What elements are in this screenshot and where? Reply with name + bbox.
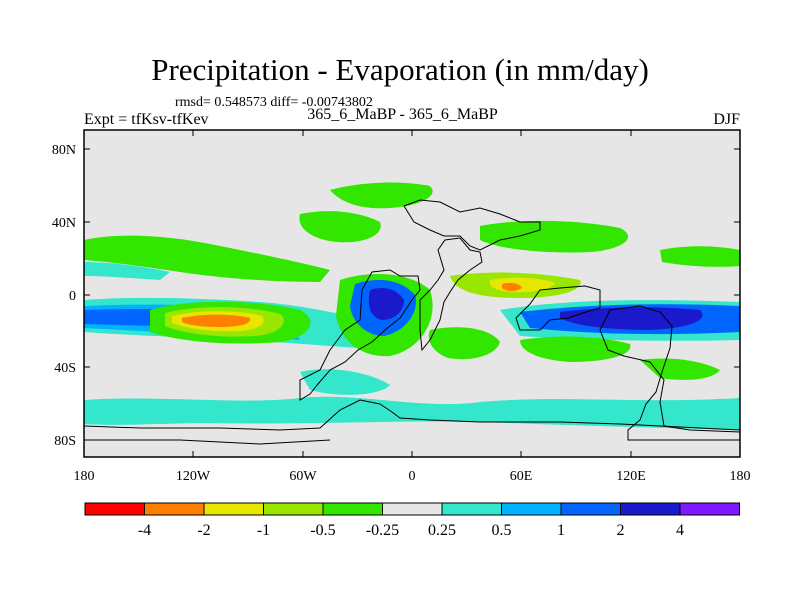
x-tick-label: 60E xyxy=(510,469,533,484)
colorbar-box-8 xyxy=(501,502,562,516)
contour-orange-pacific xyxy=(182,314,251,327)
colorbar-label: 0.5 xyxy=(492,522,512,539)
coastline-africa xyxy=(419,237,483,352)
y-tick-label: 40S xyxy=(54,361,76,376)
x-axis-ticks xyxy=(83,130,741,457)
colorbar xyxy=(84,502,740,516)
contour-green-north-east xyxy=(660,246,740,267)
contour-cyan-north-pacific xyxy=(84,262,170,280)
colorbar-label: -2 xyxy=(197,522,210,539)
y-tick-label: 80S xyxy=(54,434,76,449)
colorbar-label: 4 xyxy=(676,522,684,539)
contour-cyan-south-band xyxy=(84,396,740,430)
y-tick-label: 0 xyxy=(69,289,76,304)
x-tick-label: 180 xyxy=(730,469,751,484)
colorbar-label: 2 xyxy=(617,522,625,539)
colorbar-box-9 xyxy=(560,502,621,516)
x-tick-label: 120E xyxy=(616,469,646,484)
colorbar-label: -1 xyxy=(257,522,270,539)
colorbar-label: 1 xyxy=(557,522,565,539)
colorbar-box-7 xyxy=(441,502,502,516)
colorbar-box-5 xyxy=(322,502,383,516)
colorbar-label: -0.25 xyxy=(366,522,399,539)
contour-field xyxy=(84,130,740,457)
contour-green-mid-north xyxy=(299,211,381,243)
contour-green-eurasia xyxy=(480,220,629,253)
x-tick-label: 180 xyxy=(74,469,95,484)
y-axis-ticks xyxy=(84,148,740,441)
colorbar-label: -4 xyxy=(138,522,151,539)
colorbar-box-3 xyxy=(203,502,264,516)
contour-cyan-south-patch xyxy=(300,369,390,395)
colorbar-box-1 xyxy=(84,502,145,516)
contour-green-north-pacific xyxy=(84,235,330,282)
coastline-australia xyxy=(599,305,740,441)
season-label: DJF xyxy=(713,111,740,128)
colorbar-labels: -4 -2 -1 -0.5 -0.25 0.25 0.5 1 2 4 xyxy=(138,522,684,539)
y-tick-labels: 80N 40N 0 40S 80S xyxy=(52,143,76,449)
coastline-asia-south xyxy=(515,285,601,331)
experiment-label: Expt = tfKsv-tfKev xyxy=(84,111,209,128)
colorbar-box-6 xyxy=(382,502,443,516)
colorbar-box-10 xyxy=(620,502,681,516)
y-tick-label: 40N xyxy=(52,216,76,231)
x-tick-labels: 180 120W 60W 0 60E 120E 180 xyxy=(74,469,751,484)
coastline-americas xyxy=(299,269,421,401)
contour-green-south-indian xyxy=(520,336,631,362)
coastline-eurasia xyxy=(403,199,541,251)
coastline-antarctica-2 xyxy=(84,439,331,445)
x-tick-label: 60W xyxy=(289,469,317,484)
contour-green-south-africa xyxy=(428,327,500,360)
contour-darkblue-atlantic-eq xyxy=(368,288,404,320)
y-tick-label: 80N xyxy=(52,143,76,158)
plot-title: Precipitation - Evaporation (in mm/day) xyxy=(151,52,649,87)
coastlines xyxy=(84,199,740,445)
x-tick-label: 120W xyxy=(176,469,211,484)
case-label: 365_6_MaBP - 365_6_MaBP xyxy=(307,106,498,123)
contour-green-atlantic-north xyxy=(330,182,433,209)
contour-darkblue-indian-band xyxy=(560,307,703,330)
x-tick-label: 0 xyxy=(409,469,416,484)
colorbar-box-4 xyxy=(263,502,324,516)
stats-text: rmsd= 0.548573 diff= -0.00743802 xyxy=(175,95,373,110)
coastline-antarctica xyxy=(84,399,740,431)
colorbar-box-2 xyxy=(144,502,205,516)
contour-orange-indian-north xyxy=(502,283,522,291)
colorbar-label: 0.25 xyxy=(428,522,456,539)
colorbar-label: -0.5 xyxy=(310,522,335,539)
colorbar-box-11 xyxy=(679,502,740,516)
